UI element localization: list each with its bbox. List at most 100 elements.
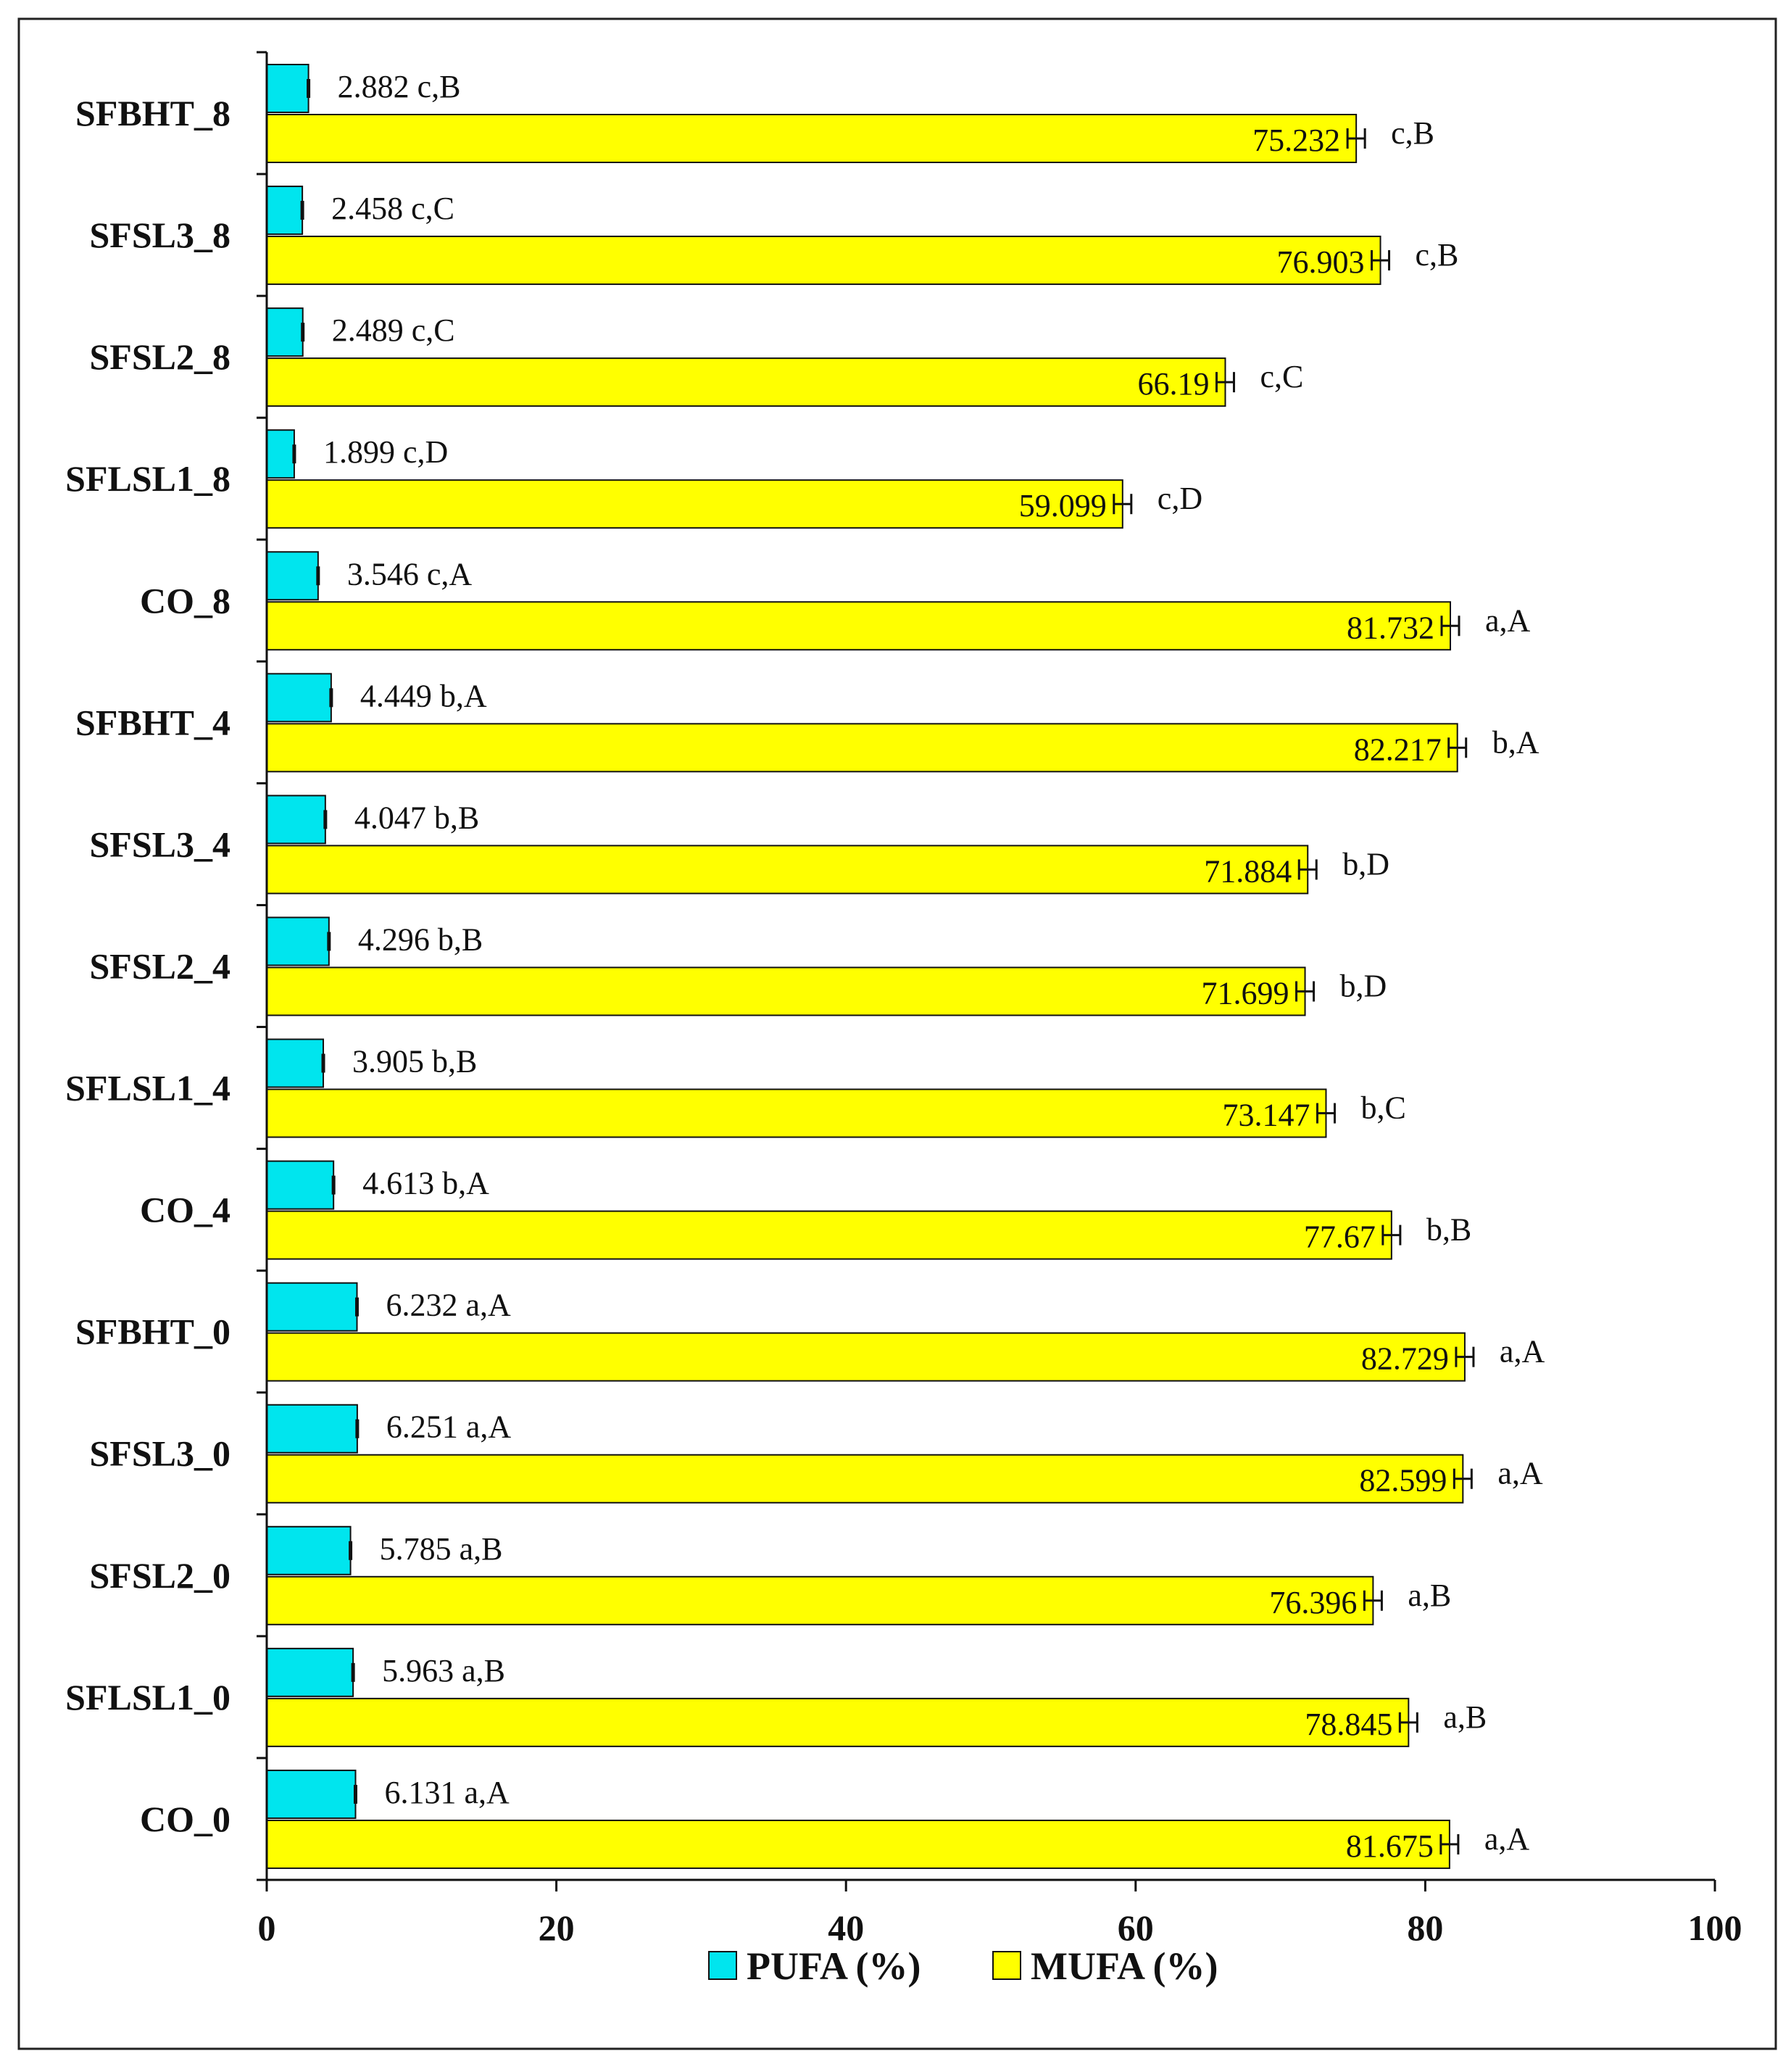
mufa-bar	[266, 1088, 1327, 1138]
pufa-bar	[266, 307, 304, 357]
category-label: CO_4	[140, 1190, 230, 1230]
pufa-value-label: 1.899 c,D	[323, 434, 448, 470]
plot-area: 2.882 c,B 75.232 c,B 2.458 c,C 76.903 c,B 2.48…	[266, 64, 1545, 1869]
pufa-value-label: 5.785 a,B	[380, 1531, 503, 1567]
mufa-letters-label: a,B	[1408, 1578, 1451, 1613]
pufa-bar	[266, 1282, 358, 1332]
mufa-value-label: 82.729	[1361, 1341, 1449, 1377]
pufa-value-label: 4.047 b,B	[354, 800, 479, 835]
category-label: SFLSL1_0	[65, 1677, 230, 1717]
mufa-letters-label: a,A	[1485, 602, 1531, 638]
x-tick-label: 20	[539, 1907, 575, 1948]
pufa-value-label: 5.963 a,B	[382, 1653, 505, 1688]
pufa-bar	[266, 186, 304, 236]
mufa-bar	[266, 1210, 1392, 1260]
category-label: SFBHT_4	[75, 702, 230, 742]
mufa-letters-label: b,A	[1492, 724, 1539, 760]
chart-frame	[17, 17, 1777, 2050]
category-label: SFLSL1_4	[65, 1068, 230, 1108]
pufa-value-label: 6.131 a,A	[384, 1775, 510, 1810]
pufa-value-label: 6.232 a,A	[386, 1288, 512, 1323]
pufa-bar	[266, 1404, 358, 1454]
mufa-value-label: 76.396	[1269, 1585, 1357, 1620]
mufa-bar	[266, 723, 1458, 773]
mufa-bar	[266, 1819, 1450, 1869]
legend-label-mufa: MUFA (%)	[1031, 1944, 1218, 1988]
x-tick-label: 80	[1407, 1907, 1443, 1948]
pufa-value-label: 4.296 b,B	[358, 921, 483, 957]
mufa-bar	[266, 479, 1123, 529]
category-label: SFSL3_0	[89, 1433, 230, 1474]
pufa-value-label: 6.251 a,A	[386, 1409, 512, 1445]
pufa-bar	[266, 916, 330, 966]
legend-swatch-pufa	[708, 1951, 737, 1980]
mufa-letters-label: b,B	[1426, 1212, 1471, 1248]
mufa-letters-label: c,D	[1158, 481, 1202, 516]
mufa-value-label: 82.599	[1359, 1463, 1447, 1499]
x-axis: 0 20 40 60 80 100	[258, 1878, 1742, 1948]
figure-border	[17, 17, 1777, 2050]
legend-swatch-mufa	[992, 1951, 1021, 1980]
mufa-bar	[266, 114, 1358, 163]
mufa-value-label: 81.675	[1346, 1828, 1434, 1864]
pufa-value-label: 4.449 b,A	[360, 678, 487, 713]
mufa-letters-label: a,A	[1500, 1334, 1545, 1369]
category-label: SFBHT_8	[75, 93, 230, 133]
mufa-value-label: 81.732	[1347, 610, 1434, 645]
mufa-bar	[266, 1575, 1374, 1625]
mufa-letters-label: a,A	[1497, 1456, 1543, 1491]
pufa-value-label: 2.882 c,B	[338, 69, 461, 104]
pufa-value-label: 2.489 c,C	[332, 312, 455, 348]
x-tick-label: 0	[258, 1907, 276, 1948]
pufa-bar	[266, 795, 326, 845]
mufa-letters-label: b,D	[1342, 846, 1389, 882]
category-label: SFSL2_4	[89, 945, 230, 986]
mufa-letters-label: c,C	[1260, 359, 1303, 394]
mufa-bar	[266, 357, 1226, 407]
pufa-value-label: 3.905 b,B	[352, 1044, 477, 1079]
x-tick-label: 40	[828, 1907, 864, 1948]
pufa-value-label: 4.613 b,A	[362, 1166, 489, 1201]
category-label: CO_0	[140, 1799, 230, 1839]
mufa-value-label: 59.099	[1019, 488, 1107, 523]
pufa-value-label: 2.458 c,C	[331, 191, 454, 226]
mufa-value-label: 76.903	[1277, 244, 1365, 280]
mufa-value-label: 71.884	[1204, 853, 1292, 889]
mufa-bar	[266, 966, 1306, 1016]
mufa-value-label: 73.147	[1222, 1098, 1310, 1133]
mufa-value-label: 75.232	[1252, 123, 1340, 158]
pufa-bar	[266, 1525, 352, 1575]
mufa-value-label: 66.19	[1137, 366, 1209, 402]
pufa-bar	[266, 429, 295, 479]
category-label: SFSL2_0	[89, 1555, 230, 1596]
pufa-bar	[266, 551, 319, 601]
mufa-letters-label: c,B	[1391, 115, 1434, 151]
mufa-letters-label: b,D	[1340, 968, 1387, 1003]
legend: PUFA (%) MUFA (%)	[708, 1944, 1218, 1988]
category-label: SFSL3_4	[89, 824, 230, 864]
mufa-letters-label: b,C	[1360, 1090, 1405, 1126]
pufa-bar	[266, 64, 309, 113]
mufa-letters-label: c,B	[1416, 237, 1459, 273]
x-tick-label: 60	[1118, 1907, 1154, 1948]
mufa-value-label: 71.699	[1202, 975, 1289, 1011]
mufa-bar	[266, 1454, 1464, 1504]
pufa-bar	[266, 673, 332, 723]
mufa-bar	[266, 1697, 1410, 1747]
mufa-bar	[266, 1332, 1466, 1382]
category-label: SFSL3_8	[89, 215, 230, 255]
mufa-value-label: 78.845	[1305, 1707, 1392, 1742]
pufa-bar	[266, 1160, 335, 1210]
mufa-letters-label: a,A	[1484, 1821, 1530, 1857]
legend-label-pufa: PUFA (%)	[747, 1944, 921, 1988]
category-label: SFSL2_8	[89, 336, 230, 377]
pufa-value-label: 3.546 c,A	[347, 556, 473, 592]
y-axis: SFBHT_8 SFSL3_8 SFSL2_8 SFLSL1_8 CO_8 SFBHT_4…	[65, 51, 268, 1881]
category-label: SFBHT_0	[75, 1311, 230, 1352]
category-label: CO_8	[140, 580, 230, 621]
mufa-bar	[266, 236, 1381, 286]
mufa-bar	[266, 845, 1309, 895]
pufa-bar	[266, 1038, 325, 1088]
